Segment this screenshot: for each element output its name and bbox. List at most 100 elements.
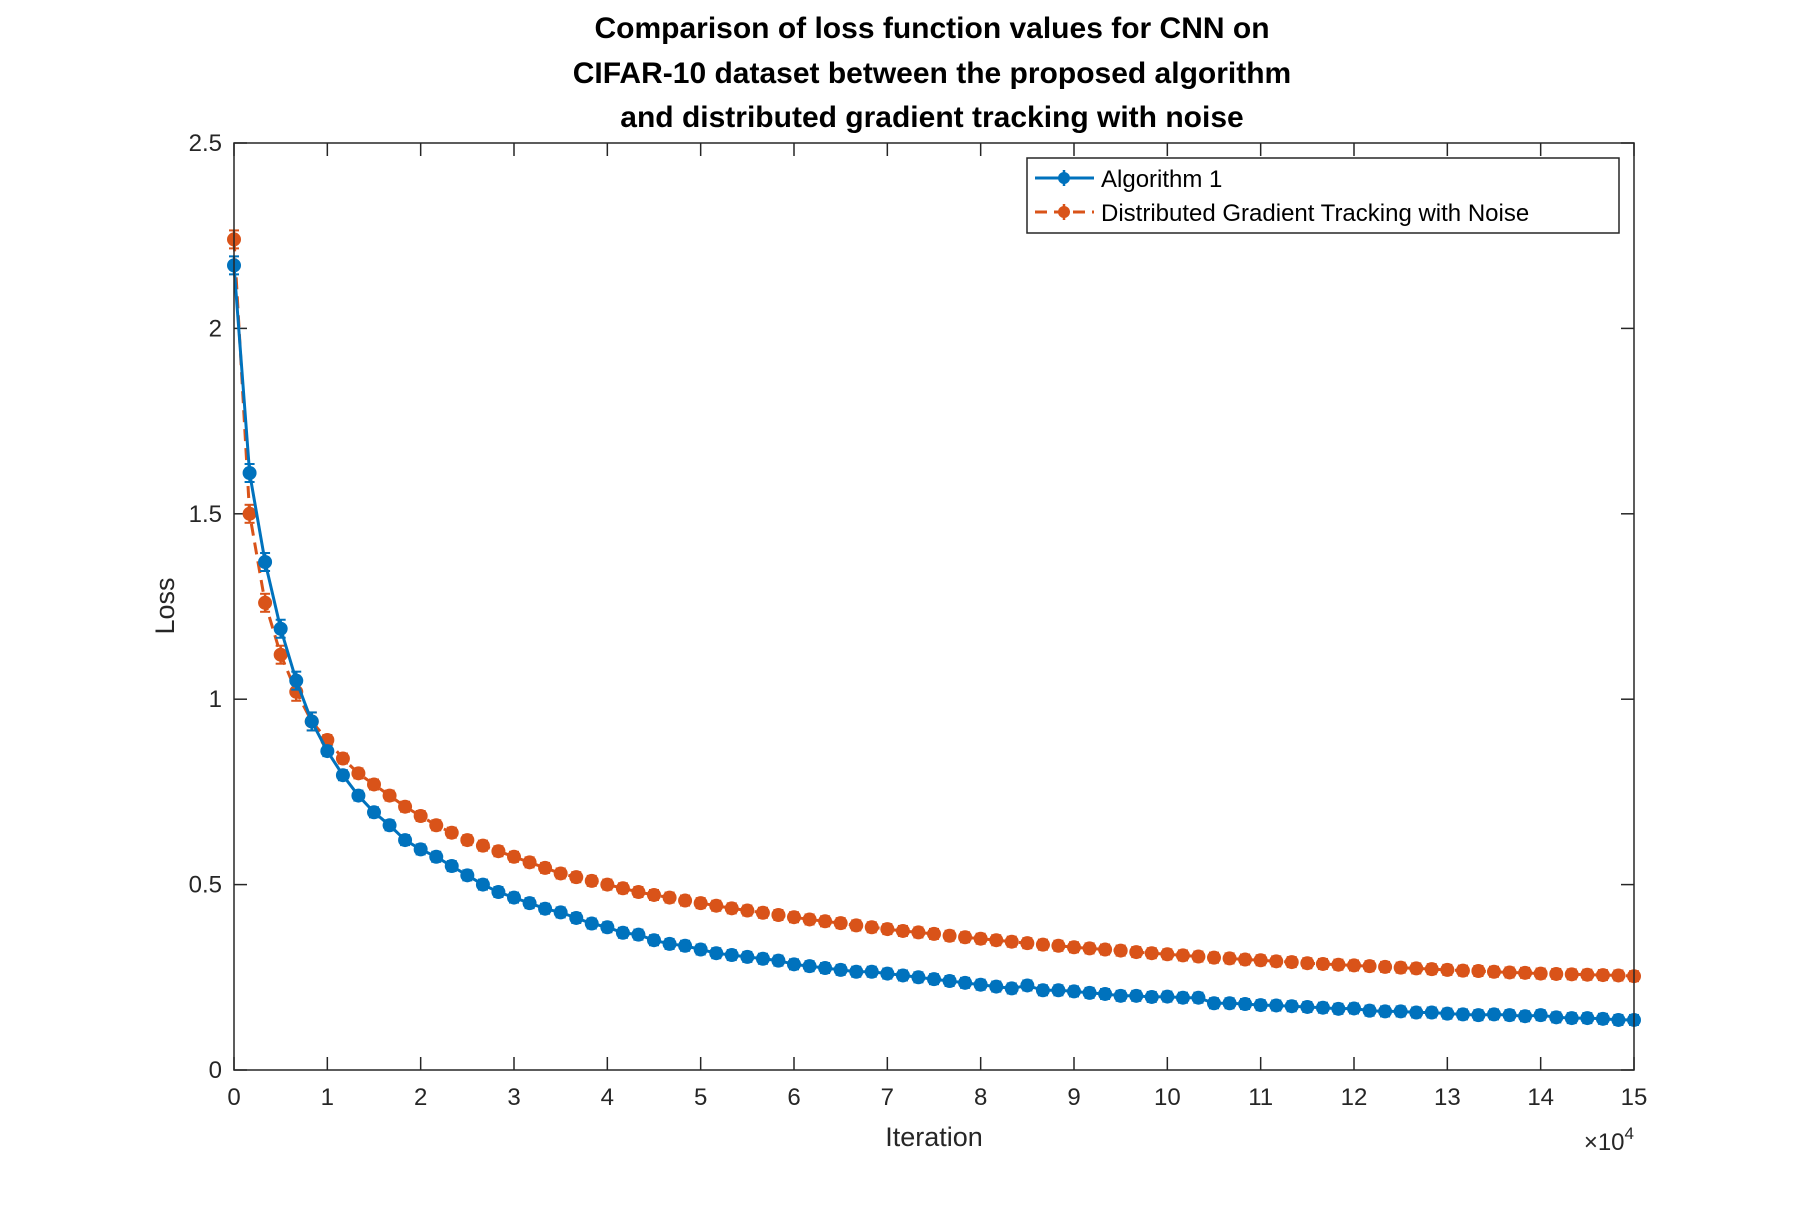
data-point [693, 896, 708, 911]
data-point [1207, 996, 1221, 1011]
legend-label-algorithm-1: Algorithm 1 [1101, 166, 1222, 193]
chart-title-line-3: and distributed gradient tracking with n… [620, 101, 1243, 134]
data-point [335, 768, 350, 783]
data-point [1424, 962, 1439, 977]
data-point [460, 868, 475, 883]
data-point [367, 805, 381, 820]
data-point [927, 926, 941, 941]
data-point [553, 905, 568, 920]
data-point [398, 833, 413, 848]
data-point [1549, 1010, 1564, 1025]
data-point [1440, 962, 1455, 977]
data-point [1331, 957, 1346, 972]
data-point [1067, 940, 1081, 955]
data-point [973, 977, 988, 992]
data-point [1160, 947, 1175, 962]
data-point [522, 896, 537, 911]
data-point [1424, 1005, 1439, 1020]
data-point [662, 936, 677, 951]
data-point [553, 866, 568, 881]
x-tick-label: 11 [1248, 1084, 1273, 1111]
data-point [864, 920, 879, 935]
data-point [1564, 967, 1579, 982]
axes-box [233, 142, 1635, 1071]
data-point [755, 905, 770, 920]
data-point [600, 920, 615, 935]
data-point [1393, 960, 1408, 975]
legend-item-algorithm-1: Algorithm 1 [1035, 166, 1222, 193]
data-point [693, 942, 708, 957]
data-point [242, 506, 257, 521]
data-point [958, 975, 973, 990]
data-point [1020, 978, 1035, 993]
data-point [1067, 984, 1081, 999]
data-point [942, 974, 957, 989]
legend-marker-dgt-noise [1058, 206, 1070, 218]
data-point [1362, 959, 1377, 974]
data-point [1595, 968, 1610, 983]
data-point [398, 799, 413, 814]
data-point [989, 933, 1004, 948]
data-point [1502, 1008, 1517, 1023]
data-point [351, 766, 366, 781]
data-point [724, 948, 739, 963]
data-point [1580, 967, 1595, 982]
data-point [1409, 1005, 1424, 1020]
y-tick-label: 0.5 [189, 872, 222, 899]
data-point [1082, 985, 1097, 1000]
data-point [444, 825, 459, 840]
data-point [724, 901, 739, 916]
data-point [849, 918, 864, 933]
data-point [911, 970, 926, 985]
series-dgt-noise [227, 229, 1641, 984]
x-tick-label: 3 [507, 1084, 520, 1111]
x-tick-label: 15 [1621, 1084, 1648, 1111]
data-point [1284, 999, 1299, 1014]
legend-item-dgt-noise: Distributed Gradient Tracking with Noise [1035, 200, 1529, 227]
data-point [755, 951, 770, 966]
data-point [880, 922, 895, 937]
data-point [787, 957, 801, 972]
data-point [958, 930, 973, 945]
data-point [1035, 983, 1050, 998]
x-tick-label: 6 [787, 1084, 800, 1111]
data-point [1455, 1007, 1470, 1022]
data-point [258, 555, 273, 570]
data-point [1533, 966, 1548, 981]
data-point [818, 914, 833, 929]
legend-label-dgt-noise: Distributed Gradient Tracking with Noise [1101, 200, 1529, 227]
x-tick-label: 10 [1154, 1084, 1181, 1111]
x-tick-label: 1 [321, 1084, 334, 1111]
data-point [1222, 996, 1237, 1011]
data-point [1207, 950, 1221, 965]
data-point [1347, 958, 1361, 973]
data-point [864, 964, 879, 979]
data-point [413, 809, 428, 824]
data-point [678, 938, 693, 953]
data-point [1004, 981, 1019, 996]
data-point [802, 912, 817, 927]
data-point [507, 890, 521, 905]
legend: Algorithm 1 Distributed Gradient Trackin… [1026, 157, 1620, 234]
data-point [1580, 1011, 1595, 1026]
data-point [1549, 966, 1564, 981]
y-axis-label: Loss [150, 577, 180, 634]
data-point [475, 838, 490, 853]
x-tick-label: 5 [694, 1084, 707, 1111]
data-point [895, 923, 910, 938]
series-line-algorithm-1 [232, 265, 1634, 1022]
y-tick-label: 1 [209, 686, 222, 713]
data-point [522, 855, 537, 870]
data-point [973, 931, 988, 946]
data-point [1409, 961, 1424, 976]
data-point [1471, 1008, 1486, 1023]
data-point [1098, 942, 1113, 957]
x-tick-label: 14 [1527, 1084, 1554, 1111]
legend-marker-algorithm-1 [1058, 172, 1070, 184]
data-point [1238, 952, 1253, 967]
data-point [1051, 938, 1066, 953]
data-point [242, 466, 257, 481]
data-point [1487, 1007, 1501, 1022]
data-point [1564, 1011, 1579, 1026]
data-point [1611, 968, 1626, 983]
